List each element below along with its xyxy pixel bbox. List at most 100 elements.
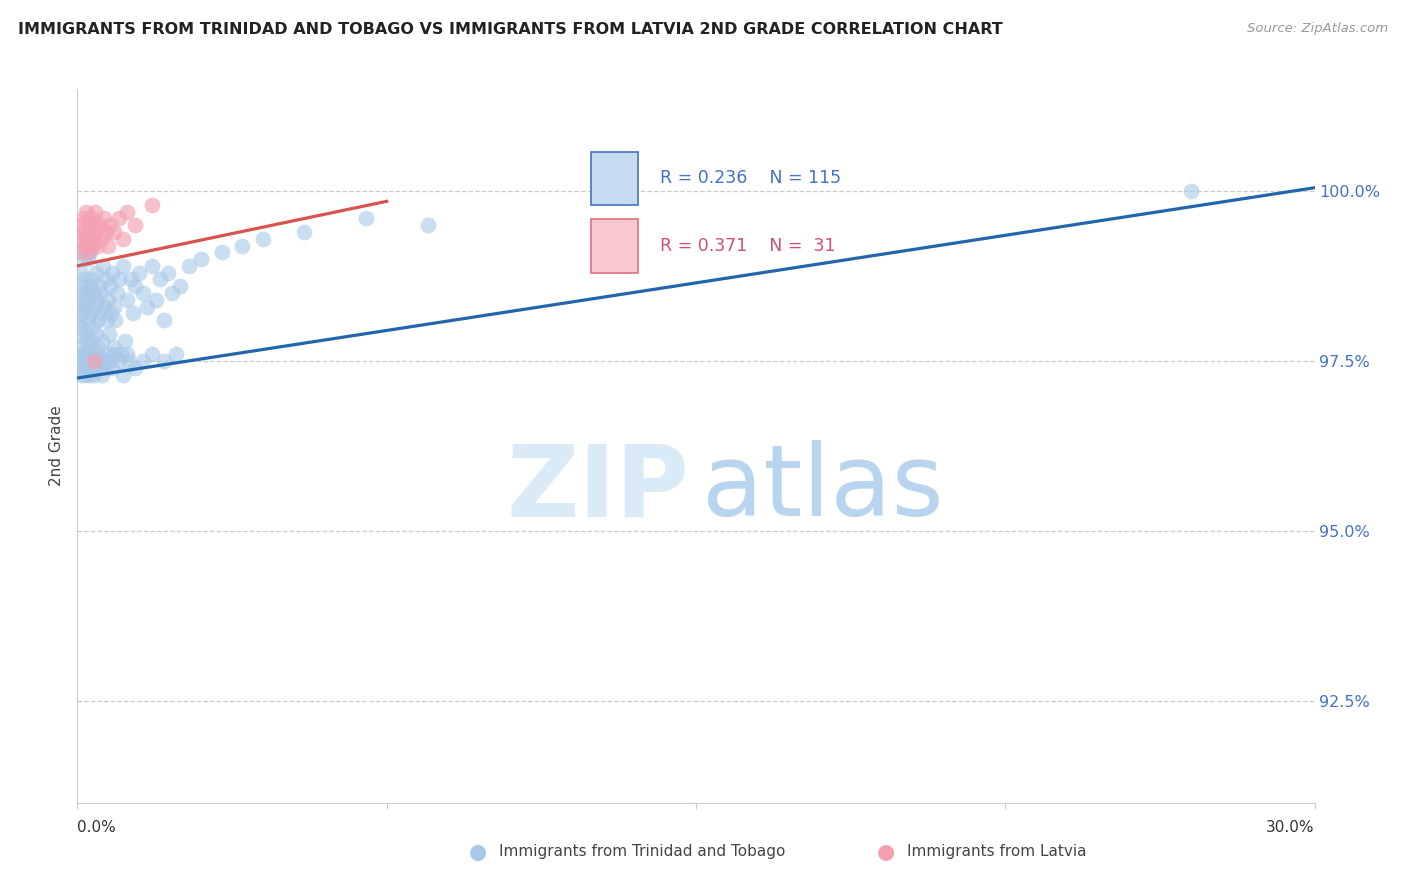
Point [136, 300, 159, 314]
Point [89, 218, 111, 232]
Point [87, 238, 110, 252]
Point [91, 368, 114, 382]
Point [83, 286, 105, 301]
Point [80, 238, 103, 252]
Point [72, 293, 94, 307]
Point [124, 360, 146, 375]
Point [128, 266, 150, 280]
Point [76, 326, 98, 341]
Point [98, 326, 121, 341]
Point [72, 347, 94, 361]
Point [75, 286, 97, 301]
Point [69, 218, 91, 232]
Point [118, 354, 141, 368]
Point [84, 354, 107, 368]
Point [153, 354, 176, 368]
Point [73, 272, 96, 286]
Point [115, 293, 138, 307]
Point [90, 286, 112, 301]
Text: R = 0.236    N = 115: R = 0.236 N = 115 [659, 169, 841, 187]
Point [73, 354, 96, 368]
Point [98, 218, 121, 232]
Point [111, 232, 134, 246]
Point [83, 232, 105, 246]
Point [141, 347, 163, 361]
Point [93, 211, 115, 226]
Point [77, 293, 100, 307]
Point [83, 368, 105, 382]
Point [153, 313, 176, 327]
Point [103, 300, 125, 314]
Point [107, 354, 129, 368]
Text: ZIP: ZIP [508, 441, 690, 537]
Point [87, 279, 110, 293]
Point [72, 225, 94, 239]
Point [98, 279, 121, 293]
Point [104, 313, 127, 327]
Point [177, 259, 200, 273]
Point [79, 306, 101, 320]
Point [79, 279, 101, 293]
Point [107, 272, 129, 286]
Point [145, 293, 167, 307]
Point [83, 354, 105, 368]
Point [73, 238, 96, 252]
Point [83, 300, 105, 314]
Point [211, 245, 233, 260]
Point [70, 320, 93, 334]
Point [72, 211, 94, 226]
Text: ●: ● [877, 842, 894, 862]
Point [77, 368, 100, 382]
Point [69, 368, 91, 382]
Point [141, 198, 163, 212]
Point [79, 354, 101, 368]
Point [354, 211, 377, 226]
Point [87, 313, 110, 327]
Point [132, 354, 155, 368]
Point [79, 211, 101, 226]
Point [132, 286, 155, 301]
Point [105, 286, 128, 301]
Point [97, 347, 120, 361]
Text: Source: ZipAtlas.com: Source: ZipAtlas.com [1247, 22, 1388, 36]
Point [84, 266, 107, 280]
Text: Immigrants from Latvia: Immigrants from Latvia [907, 845, 1087, 859]
Point [75, 360, 97, 375]
Point [103, 341, 125, 355]
Point [76, 347, 98, 361]
Point [93, 300, 115, 314]
Point [70, 341, 93, 355]
Point [252, 232, 274, 246]
Point [87, 341, 110, 355]
Point [76, 252, 98, 266]
Text: 30.0%: 30.0% [1267, 820, 1315, 835]
Point [101, 360, 124, 375]
Point [157, 266, 180, 280]
Text: Immigrants from Trinidad and Tobago: Immigrants from Trinidad and Tobago [499, 845, 786, 859]
Point [80, 238, 103, 252]
Point [103, 347, 125, 361]
Text: ●: ● [470, 842, 486, 862]
Point [70, 266, 93, 280]
Point [96, 360, 118, 375]
Point [82, 320, 104, 334]
Point [122, 306, 145, 320]
Point [149, 272, 172, 286]
Point [120, 272, 142, 286]
Point [75, 300, 97, 314]
Point [97, 293, 120, 307]
Text: IMMIGRANTS FROM TRINIDAD AND TOBAGO VS IMMIGRANTS FROM LATVIA 2ND GRADE CORRELAT: IMMIGRANTS FROM TRINIDAD AND TOBAGO VS I… [18, 22, 1002, 37]
Point [70, 354, 93, 368]
Point [72, 360, 94, 375]
Point [67, 300, 90, 314]
Point [169, 279, 191, 293]
Point [83, 204, 105, 219]
Point [72, 306, 94, 320]
Text: R = 0.371    N =  31: R = 0.371 N = 31 [659, 237, 835, 255]
Point [124, 279, 146, 293]
Point [91, 232, 114, 246]
Point [67, 232, 90, 246]
Point [124, 218, 146, 232]
Point [72, 252, 94, 266]
Point [77, 245, 100, 260]
